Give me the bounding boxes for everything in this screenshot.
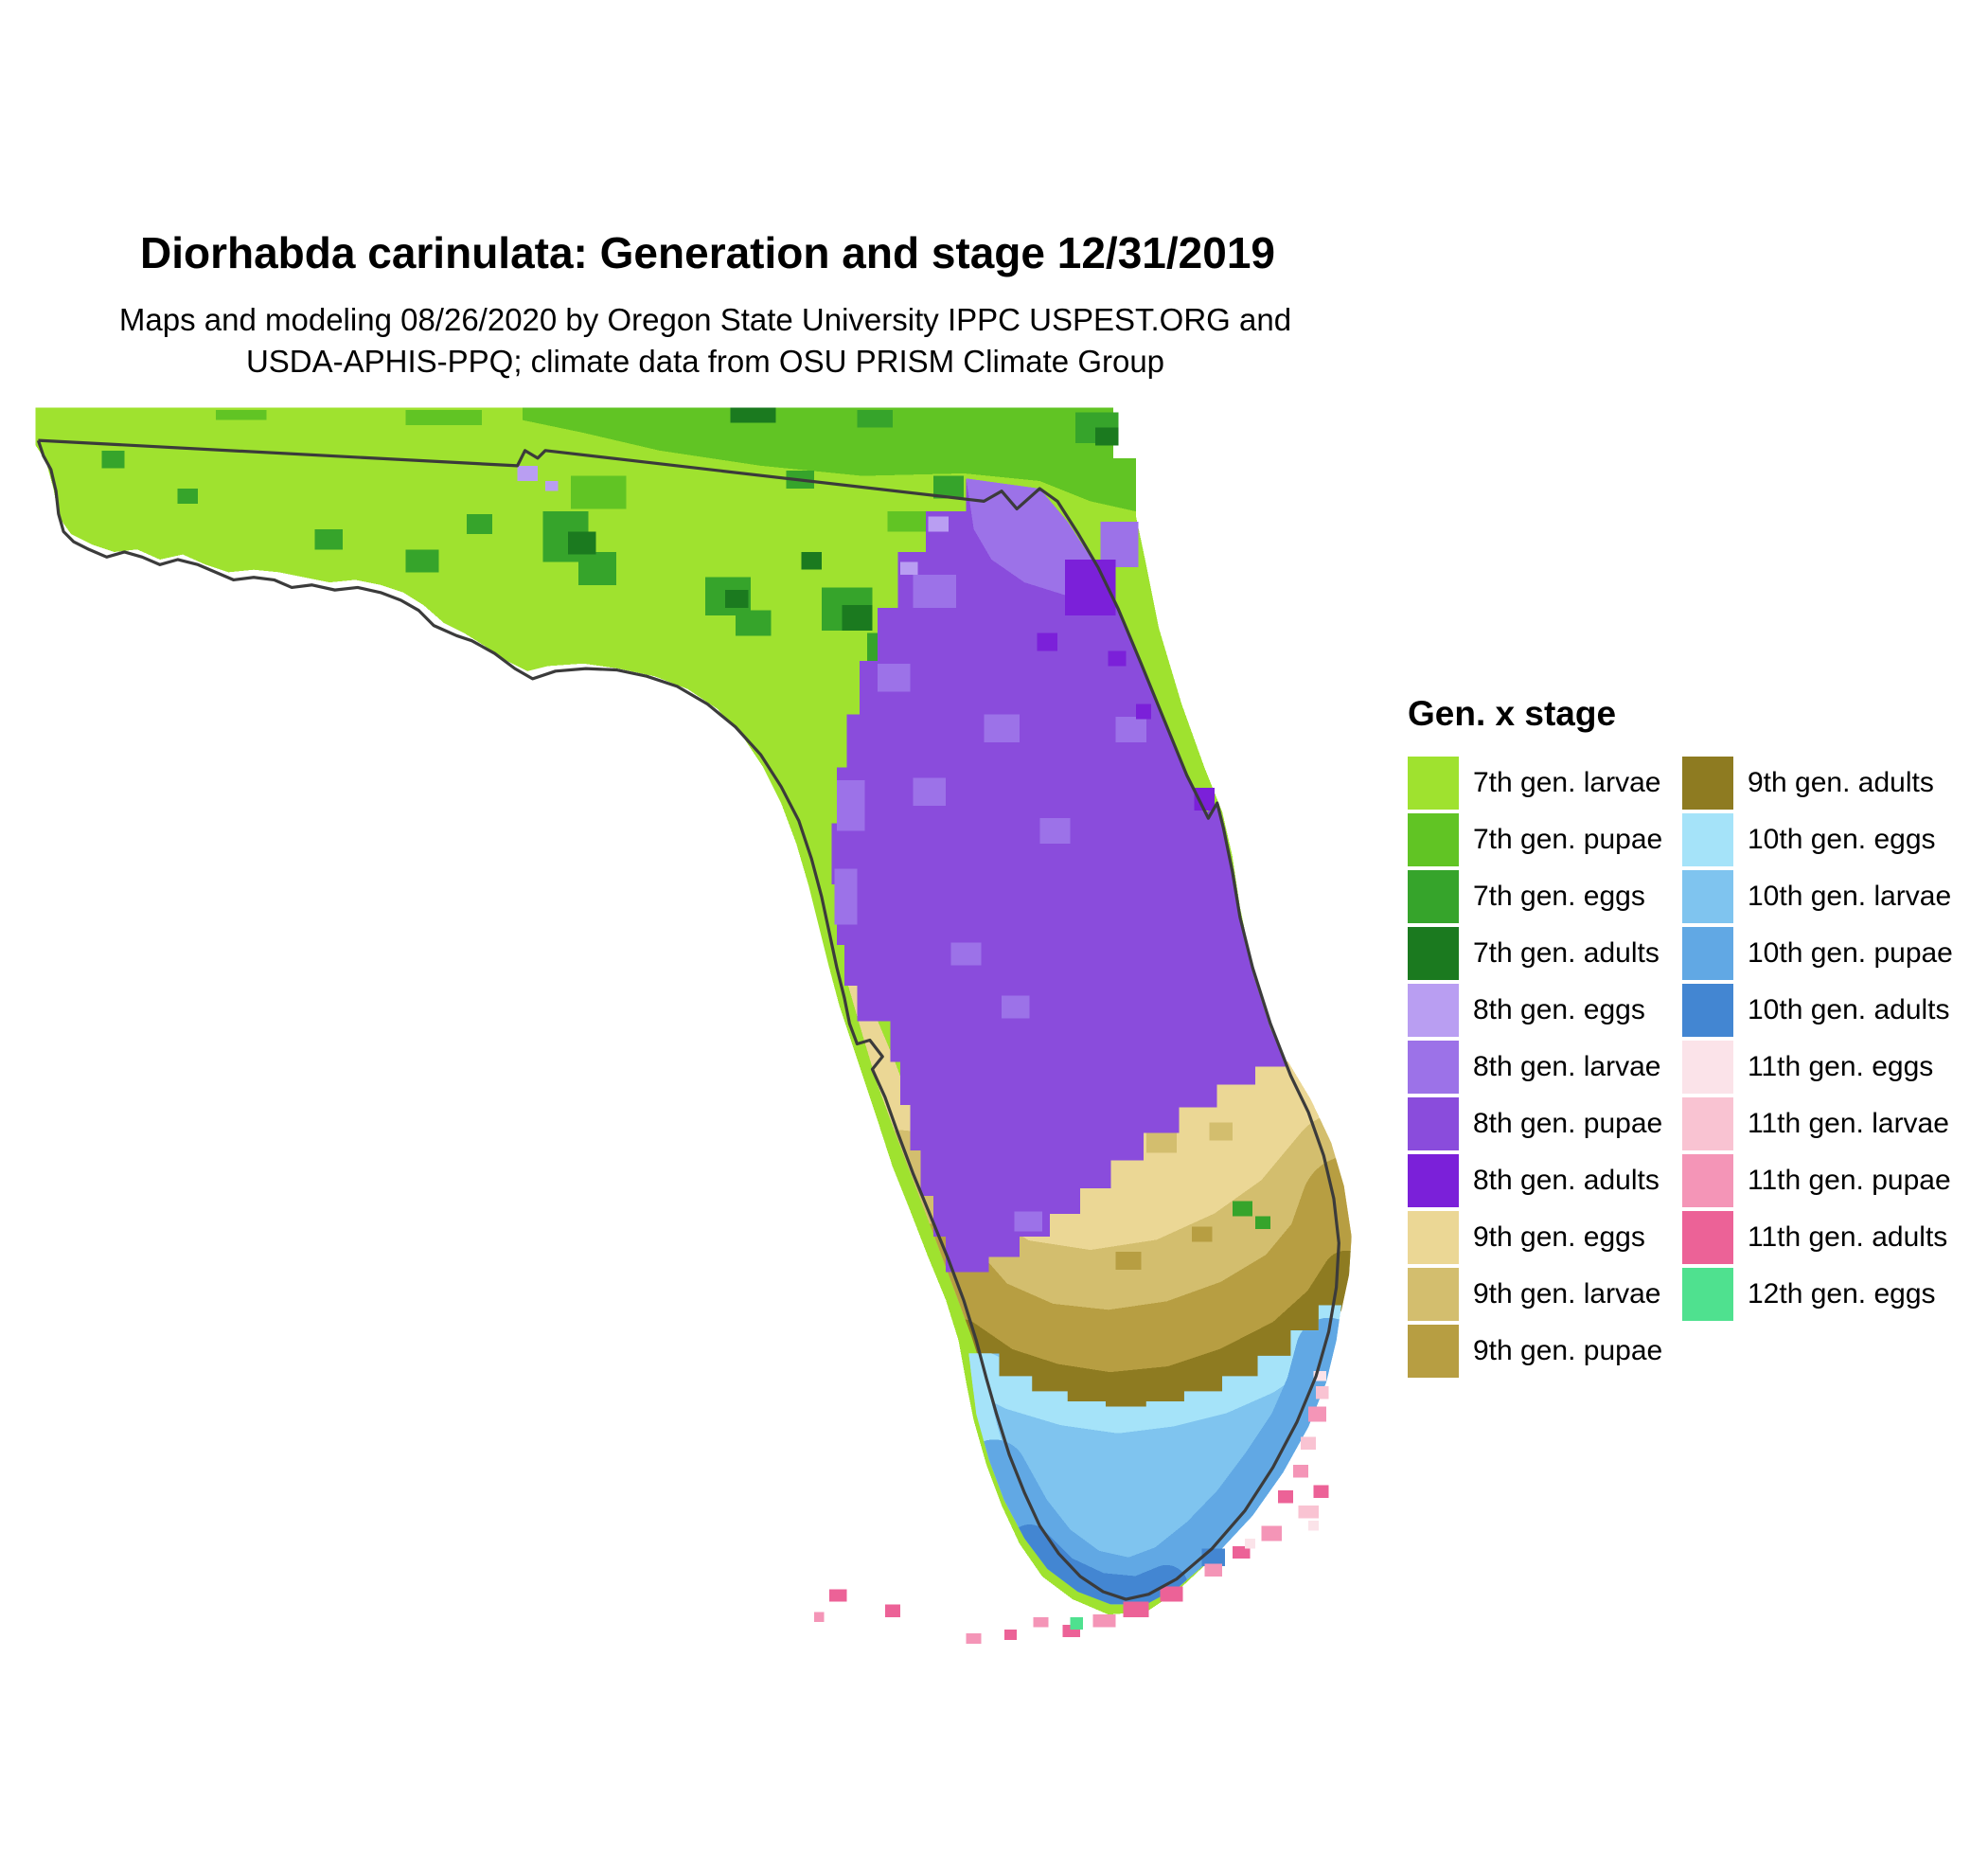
lake-okeechobee-dots xyxy=(1232,1201,1270,1230)
legend-item: 9th gen. pupae xyxy=(1408,1323,1682,1380)
legend-label: 8th gen. eggs xyxy=(1473,994,1645,1025)
legend-label: 11th gen. eggs xyxy=(1748,1051,1934,1082)
legend-item: 7th gen. eggs xyxy=(1408,868,1682,925)
legend-swatch-9th-gen-adults xyxy=(1682,757,1733,810)
legend-swatch-8th-gen-eggs xyxy=(1408,984,1459,1037)
legend-label: 10th gen. eggs xyxy=(1748,824,1936,855)
legend-item: 10th gen. larvae xyxy=(1682,868,1953,925)
legend-label: 10th gen. adults xyxy=(1748,994,1950,1025)
legend-item: 7th gen. adults xyxy=(1408,925,1682,982)
tan-speckle-pupae xyxy=(1115,1226,1213,1270)
legend-swatch-11th-gen-eggs xyxy=(1682,1041,1733,1094)
legend-item: 11th gen. adults xyxy=(1682,1209,1953,1266)
bay-water-holes xyxy=(461,648,503,674)
legend-swatch-9th-gen-pupae xyxy=(1408,1325,1459,1378)
region-8th-gen-adults xyxy=(1037,559,1216,811)
legend-swatch-7th-gen-adults xyxy=(1408,927,1459,980)
legend-swatch-9th-gen-eggs xyxy=(1408,1211,1459,1264)
legend-swatch-11th-gen-pupae xyxy=(1682,1154,1733,1207)
legend-label: 11th gen. pupae xyxy=(1748,1165,1951,1196)
subtitle-line-2: USDA-APHIS-PPQ; climate data from OSU PR… xyxy=(245,344,1165,379)
legend-swatch-8th-gen-larvae xyxy=(1408,1041,1459,1094)
legend-column-1: 7th gen. larvae 7th gen. pupae 7th gen. … xyxy=(1408,755,1682,1380)
region-7th-gen-adults xyxy=(568,407,1119,679)
legend-label: 7th gen. pupae xyxy=(1473,824,1663,855)
legend-label: 11th gen. adults xyxy=(1748,1221,1948,1253)
region-7th-gen-pupae xyxy=(215,407,1137,532)
legend-swatch-10th-gen-pupae xyxy=(1682,927,1733,980)
legend-item: 10th gen. adults xyxy=(1682,982,1953,1039)
region-11th-gen-pupae xyxy=(813,1406,1326,1644)
legend-label: 9th gen. eggs xyxy=(1473,1221,1645,1253)
panhandle-lavender-dots xyxy=(517,465,559,491)
legend-swatch-10th-gen-eggs xyxy=(1682,813,1733,866)
legend-item: 7th gen. larvae xyxy=(1408,755,1682,811)
legend-swatch-7th-gen-larvae xyxy=(1408,757,1459,810)
legend-label: 9th gen. pupae xyxy=(1473,1335,1663,1366)
legend-item: 10th gen. eggs xyxy=(1682,811,1953,868)
legend-swatch-8th-gen-adults xyxy=(1408,1154,1459,1207)
legend-item: 10th gen. pupae xyxy=(1682,925,1953,982)
legend-label: 8th gen. larvae xyxy=(1473,1051,1661,1082)
florida-map xyxy=(35,407,1352,1644)
legend-column-2: 9th gen. adults 10th gen. eggs 10th gen.… xyxy=(1682,755,1953,1380)
subtitle-line-1: Maps and modeling 08/26/2020 by Oregon S… xyxy=(118,302,1292,337)
region-11th-gen-adults xyxy=(828,1485,1329,1640)
legend-label: 7th gen. larvae xyxy=(1473,767,1661,798)
legend-item: 9th gen. larvae xyxy=(1408,1266,1682,1323)
legend-label: 8th gen. adults xyxy=(1473,1165,1660,1196)
region-8th-gen-eggs xyxy=(899,516,949,576)
legend-item: 11th gen. larvae xyxy=(1682,1096,1953,1152)
legend-label: 10th gen. larvae xyxy=(1748,881,1952,912)
map-subtitle: Maps and modeling 08/26/2020 by Oregon S… xyxy=(71,299,1340,383)
legend-item: 8th gen. eggs xyxy=(1408,982,1682,1039)
legend-title: Gen. x stage xyxy=(1408,694,1617,733)
legend-item: 7th gen. pupae xyxy=(1408,811,1682,868)
legend-label: 8th gen. pupae xyxy=(1473,1108,1663,1139)
legend-item: 9th gen. adults xyxy=(1682,755,1953,811)
region-8th-gen-pupae xyxy=(831,478,1288,1273)
legend-swatch-7th-gen-pupae xyxy=(1408,813,1459,866)
legend-swatch-9th-gen-larvae xyxy=(1408,1268,1459,1321)
state-boundary xyxy=(36,438,1340,1601)
region-11th-gen-larvae xyxy=(1298,1386,1329,1519)
legend-label: 7th gen. adults xyxy=(1473,937,1660,969)
legend-label: 9th gen. larvae xyxy=(1473,1278,1661,1310)
legend-item: 8th gen. pupae xyxy=(1408,1096,1682,1152)
legend-swatch-10th-gen-adults xyxy=(1682,984,1733,1037)
legend-item: 11th gen. pupae xyxy=(1682,1152,1953,1209)
legend-item: 8th gen. larvae xyxy=(1408,1039,1682,1096)
region-9th-gen-pupae xyxy=(880,1155,1352,1412)
legend-item: 8th gen. adults xyxy=(1408,1152,1682,1209)
map-title: Diorhabda carinulata: Generation and sta… xyxy=(140,228,1275,277)
region-12th-gen-eggs xyxy=(1070,1616,1083,1630)
legend-swatch-11th-gen-larvae xyxy=(1682,1097,1733,1150)
legend-item: 9th gen. eggs xyxy=(1408,1209,1682,1266)
region-10th-gen-eggs xyxy=(968,1305,1341,1434)
legend-swatch-10th-gen-larvae xyxy=(1682,870,1733,923)
legend-label: 9th gen. adults xyxy=(1748,767,1934,798)
region-11th-gen-eggs xyxy=(1245,1371,1326,1549)
legend: Gen. x stage 7th gen. larvae 7th gen. pu… xyxy=(1408,694,1953,1380)
legend-label: 12th gen. eggs xyxy=(1748,1278,1936,1310)
legend-swatch-12th-gen-eggs xyxy=(1682,1268,1733,1321)
legend-item: 11th gen. eggs xyxy=(1682,1039,1953,1096)
legend-swatch-7th-gen-eggs xyxy=(1408,870,1459,923)
region-10th-gen-adults-dots xyxy=(1201,1548,1225,1567)
legend-label: 7th gen. eggs xyxy=(1473,881,1645,912)
legend-label: 11th gen. larvae xyxy=(1748,1108,1949,1139)
legend-item: 12th gen. eggs xyxy=(1682,1266,1953,1323)
legend-swatch-11th-gen-adults xyxy=(1682,1211,1733,1264)
legend-swatch-8th-gen-pupae xyxy=(1408,1097,1459,1150)
legend-label: 10th gen. pupae xyxy=(1748,937,1953,969)
